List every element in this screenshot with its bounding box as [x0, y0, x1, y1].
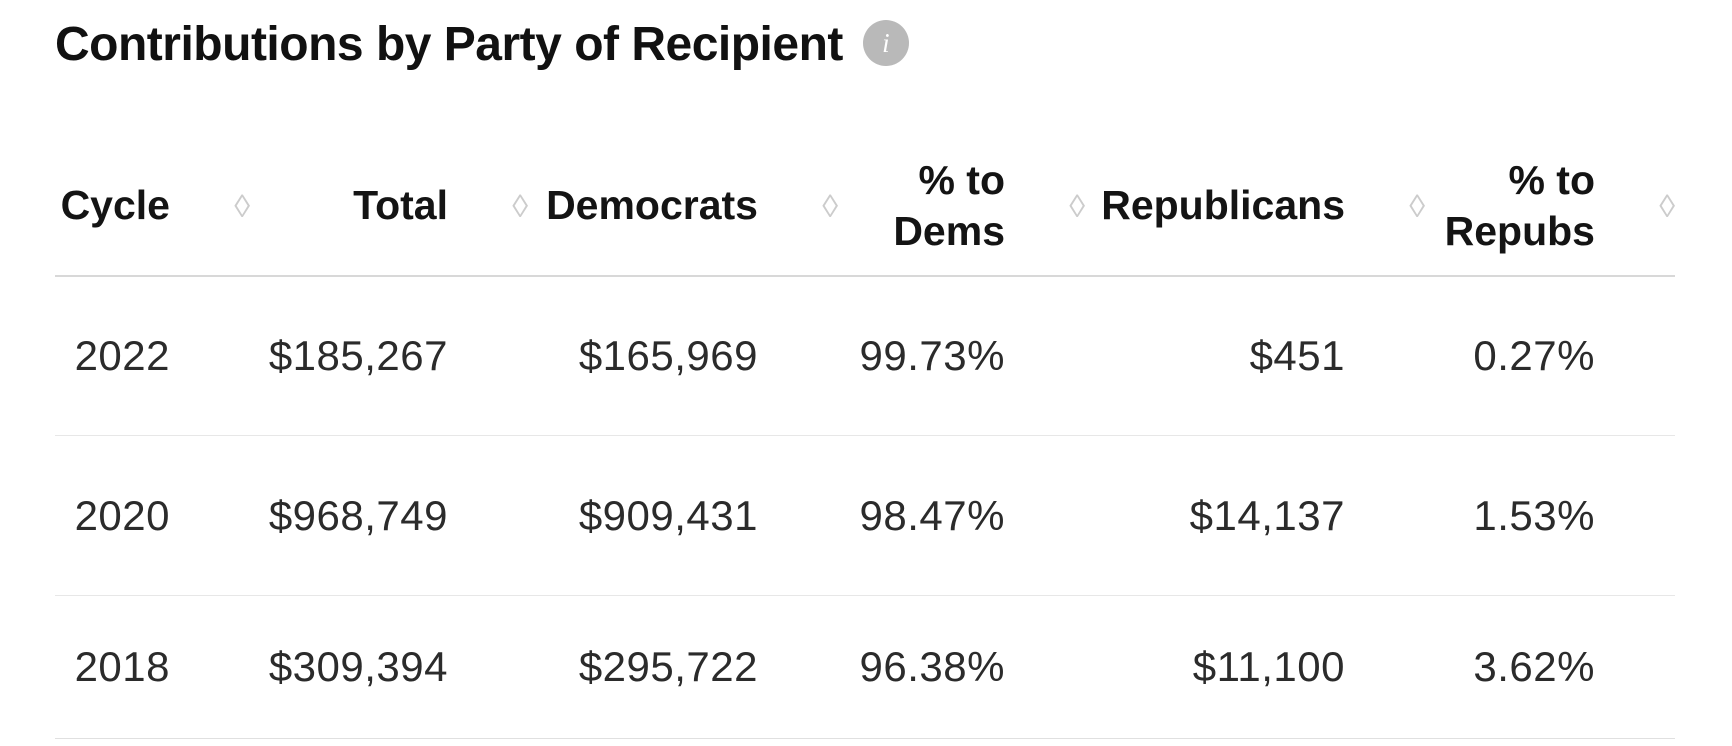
column-header-pct-to-dems[interactable]: % to Dems ◊	[838, 137, 1085, 277]
total-cell: $309,394	[250, 595, 528, 739]
column-label-pct-to-repubs: % to Repubs	[1444, 156, 1595, 254]
column-header-cycle[interactable]: Cycle ◊	[55, 137, 250, 277]
total-cell: $185,267	[250, 276, 528, 436]
pct-to-repubs-cell: 1.53%	[1425, 435, 1675, 596]
column-label-pct-to-dems: % to Dems	[893, 156, 1005, 254]
column-header-total[interactable]: Total ◊	[250, 137, 528, 277]
pct-to-repubs-cell: 3.62%	[1425, 595, 1675, 739]
democrats-cell: $165,969	[528, 276, 838, 436]
page-title: Contributions by Party of Recipient	[55, 18, 843, 71]
cycle-cell: 2018	[55, 595, 250, 739]
sort-icon[interactable]: ◊	[1659, 188, 1675, 224]
table-row-2022: 2022 $185,267 $165,969 99.73% $451 0.27%	[55, 276, 1675, 436]
cycle-cell: 2020	[55, 435, 250, 596]
sort-icon[interactable]: ◊	[512, 188, 528, 224]
sort-icon[interactable]: ◊	[234, 188, 250, 224]
column-label-democrats: Democrats	[546, 182, 758, 229]
republicans-cell: $14,137	[1085, 435, 1425, 596]
pct-to-dems-cell: 96.38%	[838, 595, 1085, 739]
sort-icon[interactable]: ◊	[1409, 188, 1425, 224]
column-header-republicans[interactable]: Republicans ◊	[1085, 137, 1425, 277]
sort-icon[interactable]: ◊	[1069, 188, 1085, 224]
republicans-cell: $451	[1085, 276, 1425, 436]
column-label-total: Total	[353, 182, 448, 229]
pct-to-dems-cell: 99.73%	[838, 276, 1085, 436]
column-header-democrats[interactable]: Democrats ◊	[528, 137, 838, 277]
cycle-cell: 2022	[55, 276, 250, 436]
total-cell: $968,749	[250, 435, 528, 596]
column-label-republicans: Republicans	[1101, 182, 1345, 229]
contributions-table: Cycle ◊ Total ◊ Democrats ◊ % to Dems ◊ …	[55, 137, 1675, 739]
republicans-cell: $11,100	[1085, 595, 1425, 739]
column-label-cycle: Cycle	[60, 182, 170, 229]
pct-to-dems-cell: 98.47%	[838, 435, 1085, 596]
democrats-cell: $909,431	[528, 435, 838, 596]
column-header-pct-to-repubs[interactable]: % to Repubs ◊	[1425, 137, 1675, 277]
table-row-2020: 2020 $968,749 $909,431 98.47% $14,137 1.…	[55, 435, 1675, 596]
democrats-cell: $295,722	[528, 595, 838, 739]
header-row: Cycle ◊ Total ◊ Democrats ◊ % to Dems ◊ …	[55, 137, 1675, 277]
sort-icon[interactable]: ◊	[822, 188, 838, 224]
title-row: Contributions by Party of Recipient i	[55, 16, 1732, 74]
pct-to-repubs-cell: 0.27%	[1425, 276, 1675, 436]
info-icon[interactable]: i	[862, 20, 909, 66]
table-row-2018: 2018 $309,394 $295,722 96.38% $11,100 3.…	[55, 595, 1675, 739]
info-icon-glyph: i	[882, 27, 890, 58]
